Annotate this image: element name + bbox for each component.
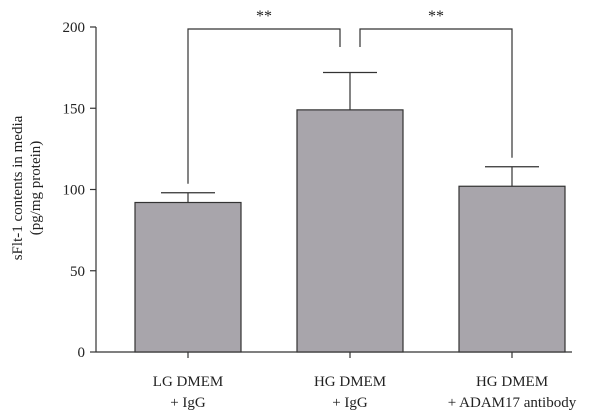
x-category-label: + IgG	[332, 395, 368, 411]
bar	[296, 109, 404, 353]
significance-label: **	[256, 8, 272, 25]
y-tick-label: 100	[63, 183, 86, 199]
error-bars	[161, 71, 539, 203]
bar	[134, 201, 242, 353]
y-axis-title-line-1: sFlt-1 contents in media	[10, 115, 26, 260]
x-category-label: + ADAM17 antibody	[448, 395, 577, 411]
significance-bracket	[187, 28, 341, 184]
y-tick-label: 200	[63, 20, 86, 36]
x-category-label: HG DMEM	[476, 374, 548, 390]
significance-label: **	[428, 8, 444, 25]
y-tick-label: 0	[78, 345, 86, 361]
y-tick-label: 50	[70, 264, 85, 280]
significance-brackets: ** **	[187, 8, 513, 184]
x-category-label: + IgG	[170, 395, 206, 411]
y-tick-label: 150	[63, 101, 86, 117]
y-axis-title-line-2: (pg/mg protein)	[28, 141, 44, 236]
bars	[134, 109, 566, 353]
y-axis: 0 50 100 150 200	[63, 20, 97, 361]
x-axis: LG DMEM + IgG HG DMEM + IgG HG DMEM + ADAM17 …	[96, 351, 577, 411]
x-category-label: LG DMEM	[153, 374, 223, 390]
x-category-label: HG DMEM	[314, 374, 386, 390]
significance-bracket	[359, 28, 513, 158]
bar	[458, 185, 566, 353]
